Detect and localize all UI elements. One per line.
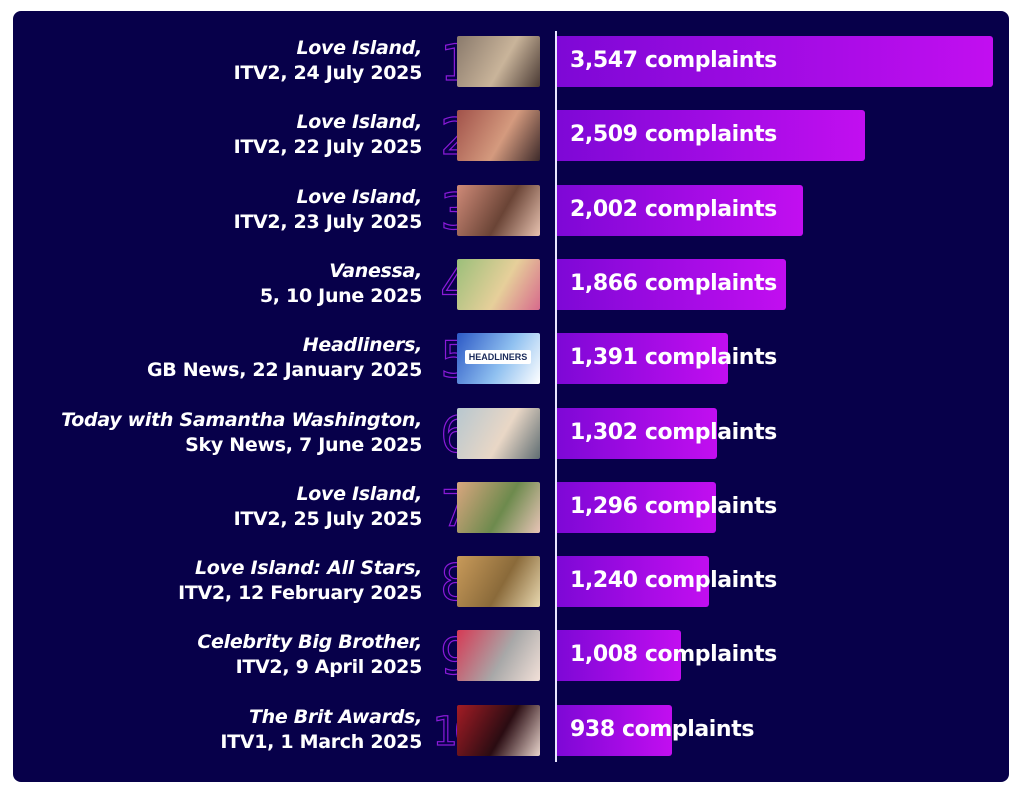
bar — [557, 258, 787, 310]
chart-row: Love Island: All Stars, ITV2, 12 February… — [13, 556, 1009, 616]
contestant-photo-thumbnail — [457, 630, 540, 682]
programme-name: Vanessa, — [329, 259, 422, 282]
category-label: The Brit Awards, ITV1, 1 March 2025 — [2, 705, 422, 755]
programme-name: Headliners, — [302, 334, 423, 357]
channel-date: Sky News, 7 June 2025 — [185, 433, 422, 456]
bar-value-label: 1,240 complaints — [570, 568, 777, 594]
category-label: Today with Samantha Washington, Sky News,… — [2, 408, 422, 458]
chart-row: Love Island, ITV2, 23 July 2025 3 2,002 com… — [13, 184, 1009, 245]
channel-date: ITV2, 9 April 2025 — [235, 656, 423, 679]
bar-value-label: 2,002 complaints — [570, 196, 777, 222]
bar — [557, 184, 804, 236]
chart-row: Love Island, ITV2, 25 July 2025 7 1,296 com… — [13, 481, 1009, 542]
channel-date: 5, 10 June 2025 — [259, 284, 422, 307]
presenter-photo-thumbnail — [457, 407, 540, 459]
channel-date: ITV2, 24 July 2025 — [233, 62, 423, 84]
programme-name: Love Island: All Stars, — [194, 557, 422, 580]
show-poster-thumbnail — [457, 556, 540, 608]
bar — [557, 481, 717, 533]
channel-date: ITV2, 23 July 2025 — [233, 210, 423, 233]
bar — [557, 36, 993, 87]
contestant-photo-thumbnail — [457, 36, 540, 87]
programme-name: The Brit Awards, — [249, 705, 422, 728]
bar-value-label: 1,866 complaints — [570, 270, 777, 296]
bar — [557, 110, 866, 162]
programme-name: Today with Samantha Washington, — [61, 408, 422, 431]
channel-date: ITV2, 22 July 2025 — [233, 136, 423, 159]
programme-name: Celebrity Big Brother, — [197, 631, 422, 654]
contestant-photo-thumbnail — [457, 110, 540, 162]
chart-row: Love Island, ITV2, 24 July 2025 1 3,547 com… — [13, 36, 1009, 96]
bar — [557, 630, 681, 682]
bar-value-label: 1,391 complaints — [570, 345, 777, 371]
bar — [557, 407, 718, 459]
bar — [557, 333, 728, 385]
channel-date: ITV2, 25 July 2025 — [233, 507, 423, 530]
programme-name: Love Island, — [296, 482, 422, 505]
chart-row: Headliners, GB News, 22 January 2025 5 HEAD… — [13, 333, 1009, 393]
category-label: Celebrity Big Brother, ITV2, 9 April 2025 — [2, 630, 422, 680]
channel-date: ITV2, 12 February 2025 — [178, 582, 422, 605]
bar-value-label: 2,509 complaints — [570, 122, 777, 148]
presenter-photo-thumbnail — [457, 258, 540, 310]
chart-panel: Love Island, ITV2, 24 July 2025 1 3,547 com… — [13, 11, 1009, 782]
category-label: Love Island, ITV2, 22 July 2025 — [2, 110, 423, 160]
bar-value-label: 1,008 complaints — [570, 642, 777, 668]
programme-name: Love Island, — [296, 37, 422, 59]
chart-row: Celebrity Big Brother, ITV2, 9 April 2025… — [13, 630, 1009, 690]
programme-name: Love Island, — [296, 185, 422, 208]
bar-value-label: 1,296 complaints — [570, 493, 777, 519]
chart-row: The Brit Awards, ITV1, 1 March 2025 10 938 … — [13, 704, 1009, 765]
bar — [557, 704, 673, 756]
contestant-photo-thumbnail — [457, 184, 540, 236]
channel-date: ITV1, 1 March 2025 — [220, 730, 422, 753]
category-label: Love Island, ITV2, 25 July 2025 — [2, 482, 423, 532]
channel-date: GB News, 22 January 2025 — [146, 359, 422, 382]
stage-photo-thumbnail — [457, 704, 540, 756]
axis-line — [555, 31, 557, 762]
category-label: Headliners, GB News, 22 January 2025 — [2, 333, 422, 383]
category-label: Love Island, ITV2, 24 July 2025 — [2, 36, 423, 86]
bar — [557, 556, 710, 608]
bar-value-label: 938 complaints — [570, 716, 755, 742]
category-label: Vanessa, 5, 10 June 2025 — [2, 259, 422, 309]
chart-row: Today with Samantha Washington, Sky News,… — [13, 407, 1009, 468]
bar-value-label: 3,547 complaints — [570, 48, 777, 73]
thumbnail-caption: HEADLINERS — [465, 350, 531, 365]
category-label: Love Island: All Stars, ITV2, 12 February… — [2, 556, 422, 606]
category-label: Love Island, ITV2, 23 July 2025 — [2, 185, 423, 235]
bar-value-label: 1,302 complaints — [570, 419, 777, 445]
programme-name: Love Island, — [296, 111, 422, 134]
chart-row: Love Island, ITV2, 22 July 2025 2 2,509 com… — [13, 110, 1009, 170]
contestant-photo-thumbnail — [457, 481, 540, 533]
chart-row: Vanessa, 5, 10 June 2025 4 1,866 complaints — [13, 258, 1009, 319]
news-logo-thumbnail: HEADLINERS — [457, 333, 540, 385]
